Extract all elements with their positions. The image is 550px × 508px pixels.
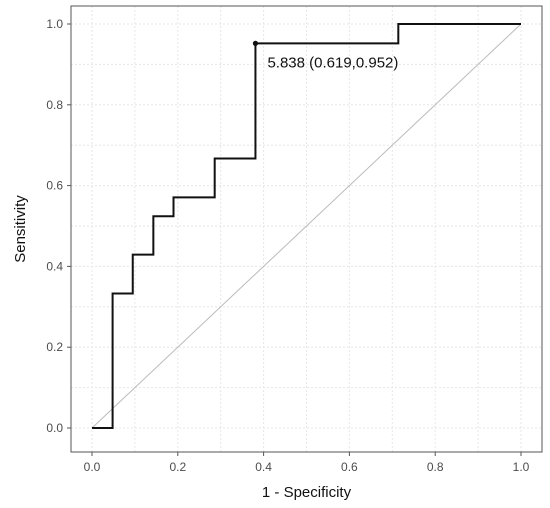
roc-layer	[92, 23, 521, 429]
y-tick-label: 0.8	[46, 98, 63, 112]
x-tick-label: 0.6	[341, 460, 358, 474]
roc-curve-line	[92, 23, 521, 429]
x-tick-label: 0.0	[84, 460, 101, 474]
x-axis-title: 1 - Specificity	[262, 484, 352, 501]
y-tick-label: 0.2	[46, 340, 63, 354]
x-tick-label: 1.0	[513, 460, 530, 474]
y-tick-label: 0.4	[46, 259, 63, 273]
x-tick-label: 0.4	[255, 460, 272, 474]
x-tick-label: 0.2	[169, 460, 186, 474]
cutoff-point	[252, 40, 259, 46]
labels-layer: 1 - Specificity Sensitivity 5.838 (0.619…	[12, 54, 398, 501]
reference-diagonal-line	[91, 23, 522, 429]
y-tick-label: 1.0	[46, 17, 63, 31]
reference-layer	[91, 23, 522, 429]
x-tick-label: 0.8	[427, 460, 444, 474]
y-tick-label: 0.6	[46, 179, 63, 193]
plot-frame	[70, 5, 543, 453]
y-axis-title: Sensitivity	[12, 195, 29, 263]
ticks-layer: 0.0 0.2 0.4 0.6 0.8 1.0 0.0 0.2 0.4 0.6 0.8 1.0	[46, 17, 529, 474]
cutoff-annotation: 5.838 (0.619,0.952)	[267, 54, 398, 71]
y-tick-label: 0.0	[46, 421, 63, 435]
grid-layer	[70, 5, 543, 453]
